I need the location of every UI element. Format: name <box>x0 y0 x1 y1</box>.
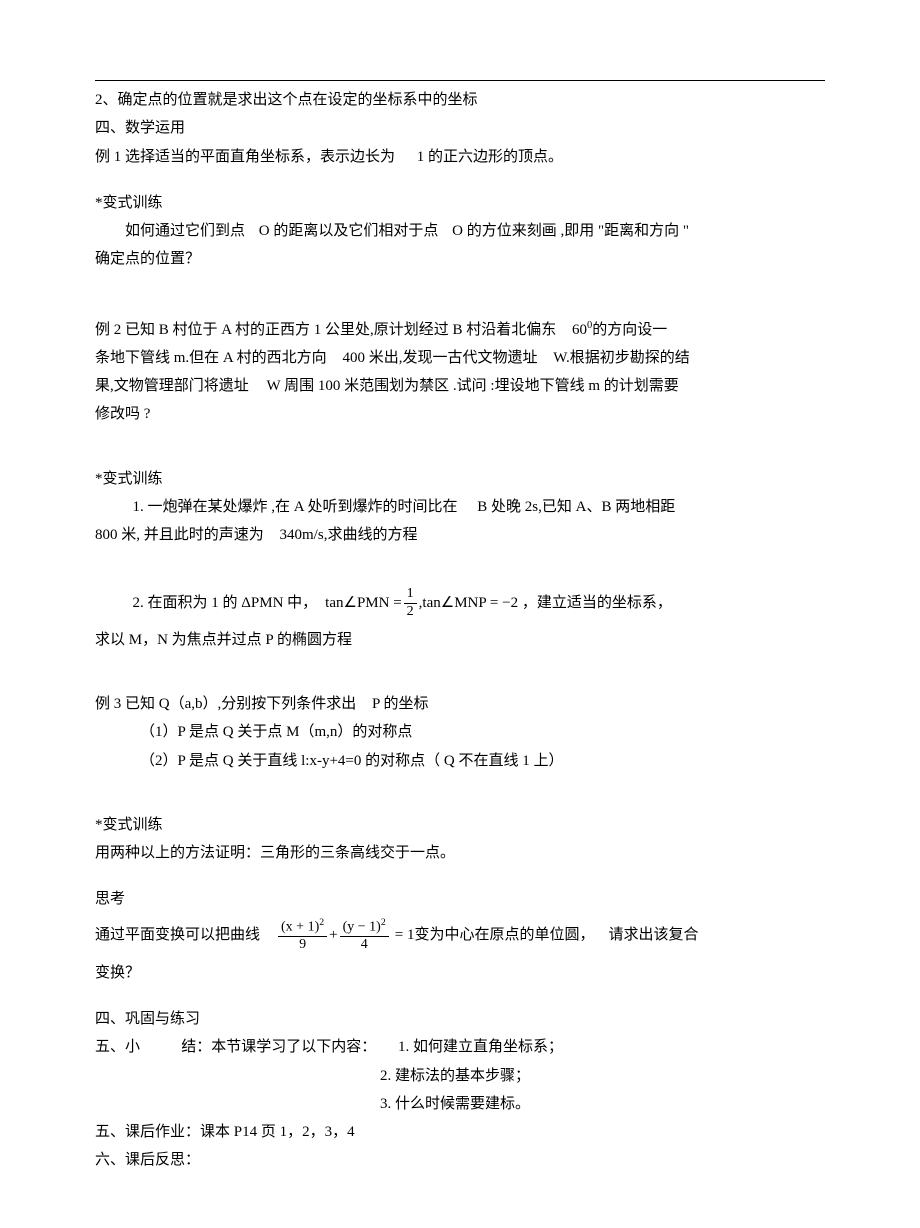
variation-1-title: *变式训练 <box>95 190 825 216</box>
plus-sign: + <box>329 922 337 948</box>
reflection: 六、课后反思： <box>95 1147 825 1173</box>
fraction-y-den: 4 <box>358 937 371 954</box>
think-line-1: 通过平面变换可以把曲线 (x + 1)2 9 + (y − 1)2 4 = 1变… <box>95 917 825 954</box>
fraction-x-num: (x + 1)2 <box>278 917 327 937</box>
variation-2-1-text-b: B 处晚 2s,已知 A、B 两地相距 <box>477 499 675 515</box>
example-2-text-c: 的方向设一 <box>592 322 667 338</box>
frac2-num-base: (y − 1) <box>343 919 381 934</box>
variation-2-item-2-line-2: 求以 M，N 为焦点并过点 P 的椭圆方程 <box>95 627 825 653</box>
think-text-c: 请求出该复合 <box>608 922 698 948</box>
variation-2-2-text-c: ,tan∠MNP = −2 ，建立适当的坐标系， <box>419 590 672 616</box>
section-5-item-3: 3. 什么时候需要建标。 <box>95 1091 825 1117</box>
example-3-sub-2: （2）P 是点 Q 关于直线 l:x-y+4=0 的对称点（ Q 不在直线 1 … <box>95 748 825 774</box>
variation-3-title: *变式训练 <box>95 812 825 838</box>
example-1-text-b: 1 的正六边形的顶点。 <box>417 149 563 165</box>
section-title-math-application: 四、数学运用 <box>95 115 825 141</box>
fraction-one-half: 1 2 <box>404 586 417 621</box>
variation-2-1-text-c: 800 米, 并且此时的声速为 <box>95 527 264 543</box>
section-5-item-1: 1. 如何建立直角坐标系； <box>398 1039 563 1055</box>
example-3-line-1: 例 3 已知 Q（a,b）,分别按下列条件求出 P 的坐标 <box>95 691 825 717</box>
frac2-num-sup: 2 <box>381 917 386 928</box>
variation-2-1-text-d: 340m/s,求曲线的方程 <box>280 527 418 543</box>
variation-2-2-text-a: 2. 在面积为 1 的 ΔPMN 中， <box>133 590 318 616</box>
variation-2-item-1-line-2: 800 米, 并且此时的声速为 340m/s,求曲线的方程 <box>95 522 825 548</box>
example-1-text-a: 例 1 选择适当的平面直角坐标系，表示边长为 <box>95 149 395 165</box>
variation-2-item-2-line-1: 2. 在面积为 1 的 ΔPMN 中， tan∠PMN = 1 2 ,tan∠M… <box>95 586 825 621</box>
variation-1-text-a: 如何通过它们到点 <box>125 223 245 239</box>
example-2-text-e: 400 米出,发现一古代文物遗址 <box>342 350 537 366</box>
variation-1-text-b: O 的距离以及它们相对于点 <box>259 223 439 239</box>
example-1: 例 1 选择适当的平面直角坐标系，表示边长为 1 的正六边形的顶点。 <box>95 144 825 170</box>
fraction-y-num: (y − 1)2 <box>340 917 389 937</box>
example-3-text-a: 例 3 已知 Q（a,b）,分别按下列条件求出 <box>95 696 356 712</box>
example-2-line-1: 例 2 已知 B 村位于 A 村的正西方 1 公里处,原计划经过 B 村沿着北偏… <box>95 317 825 343</box>
para-point-position: 2、确定点的位置就是求出这个点在设定的坐标系中的坐标 <box>95 87 825 113</box>
variation-2-title: *变式训练 <box>95 466 825 492</box>
example-2-line-2: 条地下管线 m.但在 A 村的西北方向 400 米出,发现一古代文物遗址 W.根… <box>95 345 825 371</box>
think-text-a: 通过平面变换可以把曲线 <box>95 922 260 948</box>
fraction-y-term: (y − 1)2 4 <box>340 917 389 954</box>
variation-1-line-1: 如何通过它们到点 O 的距离以及它们相对于点 O 的方位来刻画 ,即用 "距离和… <box>95 218 825 244</box>
homework: 五、课后作业：课本 P14 页 1，2，3，4 <box>95 1119 825 1145</box>
think-text-b: = 1变为中心在原点的单位圆， <box>395 922 595 948</box>
example-2-text-d: 条地下管线 m.但在 A 村的西北方向 <box>95 350 327 366</box>
variation-1-line-2: 确定点的位置？ <box>95 246 825 272</box>
example-2-line-4: 修改吗 ? <box>95 401 825 427</box>
example-2-text-g: 果,文物管理部门将遗址 <box>95 378 249 394</box>
think-line-2: 变换？ <box>95 960 825 986</box>
example-2-text-b: 60 <box>572 322 587 338</box>
variation-3-text: 用两种以上的方法证明：三角形的三条高线交于一点。 <box>95 840 825 866</box>
variation-2-2-text-b: tan∠PMN = <box>325 590 402 616</box>
fraction-x-den: 9 <box>296 937 309 954</box>
example-3-sub-1: （1）P 是点 Q 关于点 M（m,n）的对称点 <box>95 719 825 745</box>
section-5-text-b: 结：本节课学习了以下内容： <box>181 1039 376 1055</box>
fraction-x-term: (x + 1)2 9 <box>278 917 327 954</box>
frac1-num-base: (x + 1) <box>281 919 319 934</box>
section-5-summary-line-1: 五、小 结：本节课学习了以下内容： 1. 如何建立直角坐标系； <box>95 1034 825 1060</box>
header-divider <box>95 80 825 81</box>
example-2-line-3: 果,文物管理部门将遗址 W 周围 100 米范围划为禁区 .试问 :埋设地下管线… <box>95 373 825 399</box>
example-2-text-h: W 周围 100 米范围划为禁区 .试问 :埋设地下管线 m 的计划需要 <box>267 378 679 394</box>
variation-2-1-text-a: 1. 一炮弹在某处爆炸 ,在 A 处听到爆炸的时间比在 <box>133 499 458 515</box>
variation-1-text-c: O 的方位来刻画 ,即用 "距离和方向 " <box>452 223 689 239</box>
example-3-text-b: P 的坐标 <box>372 696 429 712</box>
think-title: 思考 <box>95 886 825 912</box>
think-equation: (x + 1)2 9 + (y − 1)2 4 <box>276 917 391 954</box>
fraction-half-num: 1 <box>404 586 417 604</box>
variation-2-item-1-line-1: 1. 一炮弹在某处爆炸 ,在 A 处听到爆炸的时间比在 B 处晚 2s,已知 A… <box>95 494 825 520</box>
section-5-text-a: 五、小 <box>95 1039 140 1055</box>
example-2-text-f: W.根据初步勘探的结 <box>553 350 690 366</box>
example-2-text-a: 例 2 已知 B 村位于 A 村的正西方 1 公里处,原计划经过 B 村沿着北偏… <box>95 322 556 338</box>
frac1-num-sup: 2 <box>319 917 324 928</box>
section-4-title: 四、巩固与练习 <box>95 1006 825 1032</box>
section-5-item-2: 2. 建标法的基本步骤； <box>95 1063 825 1089</box>
fraction-half-den: 2 <box>404 604 417 621</box>
